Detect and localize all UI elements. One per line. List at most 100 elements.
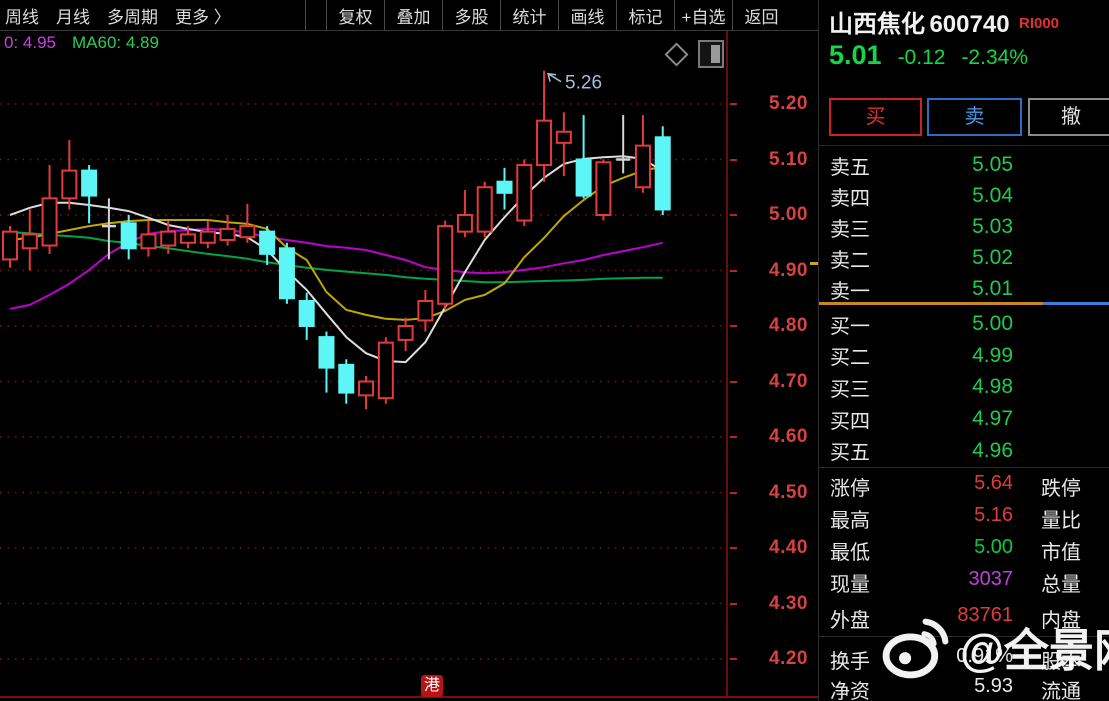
candle: [338, 359, 355, 404]
axis-tick-dash: [730, 269, 737, 272]
candle: [298, 292, 315, 340]
axis-tick-4.70: 4.70: [769, 370, 808, 392]
ask-row-卖四[interactable]: 卖四 5.04: [819, 183, 1109, 210]
candle: [180, 226, 197, 249]
book-level-label: 买一: [830, 315, 870, 338]
candle: [417, 289, 434, 332]
ask-row-卖一[interactable]: 卖一 5.01: [819, 276, 1109, 303]
stock-code: 600740: [929, 11, 1010, 38]
tab-更多 〉[interactable]: 更多 〉: [175, 7, 231, 27]
book-level-label: 买二: [830, 347, 870, 370]
stat-label-2: 市值: [1041, 542, 1081, 564]
tab-多周期[interactable]: 多周期: [107, 7, 158, 27]
annotation-label: 5.26: [565, 73, 602, 94]
ma10-axis-marker: [810, 262, 818, 265]
axis-tick-dash: [730, 380, 737, 383]
candle: [318, 331, 335, 393]
candle: [219, 215, 236, 246]
menu-button-标记[interactable]: 标记: [616, 0, 674, 30]
book-level-label: 卖四: [830, 187, 870, 210]
ask-row-卖三[interactable]: 卖三 5.03: [819, 214, 1109, 241]
book-level-label: 卖二: [830, 249, 870, 272]
price-change: -0.12: [897, 46, 946, 69]
stat-value: 83761: [957, 604, 1013, 626]
bid-row-买二[interactable]: 买二 4.99: [819, 343, 1109, 370]
stat-label: 换手: [830, 651, 870, 673]
stat-label: 涨停: [830, 478, 870, 500]
stat-row-最低: 最低 5.00 市值: [819, 536, 1109, 564]
book-level-label: 买三: [830, 378, 870, 401]
split-panel-icon[interactable]: [698, 40, 724, 68]
stat-row-外盘: 外盘 83761 内盘: [819, 604, 1109, 632]
menu-button-返回[interactable]: 返回: [732, 0, 790, 30]
book-level-price: 4.98: [972, 375, 1013, 399]
book-level-price: 5.01: [972, 277, 1013, 300]
trade-button-买[interactable]: 买: [829, 98, 922, 136]
trade-button-卖[interactable]: 卖: [927, 98, 1022, 136]
candle: [160, 220, 177, 254]
stat-label-2: 流通: [1041, 681, 1081, 701]
tab-月线[interactable]: 月线: [56, 7, 90, 27]
ratio-left-segment: [819, 302, 1044, 305]
axis-tick-4.50: 4.50: [769, 481, 808, 503]
menu-button-多股[interactable]: 多股: [442, 0, 500, 30]
ma-indicator-row: 0: 4.95 MA60: 4.89: [4, 33, 159, 53]
candlestick-chart[interactable]: 5.26: [0, 0, 728, 701]
stock-title: 山西焦化 600740 RI000: [829, 4, 1059, 39]
diamond-marker-icon[interactable]: [664, 41, 689, 67]
book-level-label: 卖三: [830, 218, 870, 241]
axis-tick-4.30: 4.30: [769, 592, 808, 614]
menu-button-画线[interactable]: 画线: [558, 0, 616, 30]
axis-tick-dash: [730, 658, 737, 660]
ma-line-MA10: [9, 165, 663, 321]
ask-row-卖五[interactable]: 卖五 5.05: [819, 152, 1109, 179]
stat-value: 0.91%: [956, 645, 1013, 667]
candle: [654, 126, 671, 215]
axis-tick-4.60: 4.60: [769, 426, 808, 447]
bid-row-买五[interactable]: 买五 4.96: [819, 438, 1109, 465]
stat-label-2: 量比: [1041, 510, 1081, 532]
ma-line-MA30: [9, 227, 663, 310]
menu-button-叠加[interactable]: 叠加: [384, 0, 442, 30]
axis-tick-4.80: 4.80: [769, 315, 808, 336]
axis-tick-5.10: 5.10: [769, 148, 808, 170]
candle: [199, 220, 216, 249]
book-level-label: 买五: [830, 442, 870, 465]
stat-value: 5.00: [974, 536, 1013, 558]
candle: [2, 226, 18, 268]
stat-label: 最低: [830, 542, 870, 564]
menu-button-统计[interactable]: 统计: [500, 0, 558, 30]
stat-label-2: 内盘: [1041, 610, 1081, 632]
ratio-right-segment: [1043, 302, 1109, 305]
candle: [616, 115, 631, 174]
candle: [595, 159, 612, 221]
candle: [536, 70, 553, 182]
trade-button-撤[interactable]: 撤: [1028, 98, 1109, 136]
book-level-price: 5.04: [972, 184, 1013, 207]
menu-button-+自选[interactable]: +自选: [674, 0, 732, 30]
book-level-price: 5.05: [972, 153, 1013, 176]
stat-label: 现量: [830, 574, 870, 596]
tab-周线[interactable]: 周线: [5, 7, 39, 27]
axis-tick-4.20: 4.20: [769, 648, 808, 669]
last-price: 5.01: [829, 40, 882, 70]
axis-tick-dash: [730, 436, 737, 438]
axis-tick-dash: [730, 602, 737, 605]
book-level-label: 卖一: [830, 280, 870, 303]
book-level-price: 5.00: [972, 312, 1013, 335]
candle: [437, 220, 454, 310]
bid-row-买一[interactable]: 买一 5.00: [819, 311, 1109, 338]
stock-name: 山西焦化: [829, 11, 925, 38]
ask-row-卖二[interactable]: 卖二 5.02: [819, 245, 1109, 272]
ma-line-MA60: [9, 231, 663, 284]
ma-line-MA5: [9, 155, 664, 364]
price-axis: 5.20 5.10 5.00 4.90 4.80 4.70 4.60 4.50 4.40 4.30…: [728, 30, 818, 701]
bid-row-买四[interactable]: 买四 4.97: [819, 406, 1109, 433]
split-panel-fill: [711, 45, 720, 63]
stat-label: 净资: [830, 681, 870, 701]
candle: [496, 167, 513, 210]
stat-label-2: 总量: [1041, 574, 1081, 596]
bid-row-买三[interactable]: 买三 4.98: [819, 374, 1109, 401]
menu-button-复权[interactable]: 复权: [326, 0, 384, 30]
